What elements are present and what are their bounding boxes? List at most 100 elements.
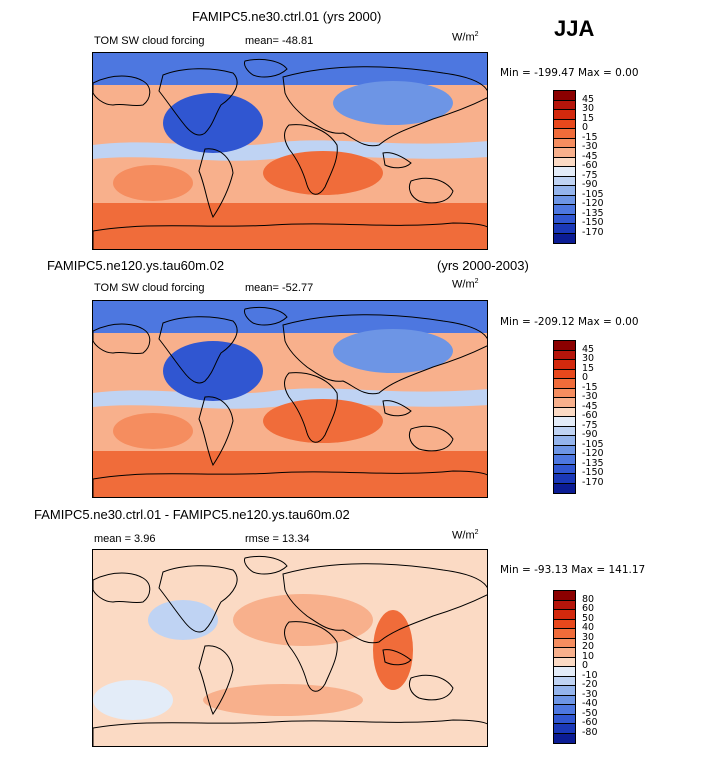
colorbar-level-label: 10 (582, 650, 595, 662)
colorbar-level-label: -10 (582, 669, 598, 681)
colorbar-cell (554, 733, 575, 743)
colorbar-cell (554, 426, 575, 436)
colorbar-level-label: -105 (582, 438, 604, 450)
colorbar-level-label: -60 (582, 410, 598, 421)
colorbar-cell (554, 686, 575, 696)
colorbar-level-label: -150 (582, 467, 604, 478)
colorbar-level-label: -60 (582, 160, 598, 171)
colorbar-cell (554, 657, 575, 667)
colorbar-level-label: 45 (582, 93, 595, 105)
colorbar-level-label: -90 (582, 429, 598, 440)
colorbar-cell (554, 138, 575, 148)
panel2-title: FAMIPC5.ne120.ys.tau60m.02 (47, 258, 225, 273)
colorbar-level-label: 20 (582, 641, 595, 652)
colorbar-cell (554, 417, 575, 427)
colorbar-level-label: -30 (582, 688, 598, 700)
colorbar-level-label: 50 (582, 612, 595, 624)
colorbar-cell (554, 110, 575, 120)
colorbar-level-label: -75 (582, 169, 598, 181)
colorbar-level-label: -75 (582, 419, 598, 431)
colorbar-cell (554, 474, 575, 484)
colorbar-level-label: 0 (582, 660, 589, 671)
colorbar-level-label: 30 (582, 103, 595, 114)
colorbar-level-label: 80 (582, 593, 595, 605)
colorbar-level-label: -170 (582, 476, 604, 488)
colorbar-level-label: -90 (582, 179, 598, 190)
panel1-title: FAMIPC5.ne30.ctrl.01 (yrs 2000) (192, 9, 382, 24)
colorbar-level-label: 0 (582, 372, 589, 383)
colorbar-cell (554, 148, 575, 158)
colorbar-cell (554, 714, 575, 724)
colorbar-level-label: 45 (582, 343, 595, 355)
colorbar-cell (554, 724, 575, 734)
colorbar-level-label: 0 (582, 122, 589, 133)
season-label: JJA (554, 16, 595, 41)
colorbar-cell (554, 360, 575, 370)
colorbar-cell (554, 119, 575, 129)
colorbar-cell (554, 205, 575, 215)
colorbar-level-label: -80 (582, 726, 598, 738)
colorbar-level-label: 60 (582, 603, 595, 614)
colorbar-level-label: -15 (582, 131, 598, 143)
panel2-map (92, 300, 488, 498)
colorbar-cell (554, 176, 575, 186)
panel2-mean: mean= -52.77 (245, 282, 314, 294)
panel2-colorbar (553, 340, 576, 494)
colorbar-level-label: -120 (582, 448, 604, 459)
panel2-units: W/m2 (452, 278, 479, 291)
colorbar-cell (554, 157, 575, 167)
colorbar-cell (554, 398, 575, 408)
colorbar-cell (554, 379, 575, 389)
panel1-colorbar (553, 90, 576, 244)
colorbar-cell (554, 629, 575, 639)
colorbar-cell (554, 186, 575, 196)
colorbar-cell (554, 129, 575, 139)
colorbar-cell (554, 648, 575, 658)
colorbar-cell (554, 167, 575, 177)
panel3-minmax: Min = -93.13 Max = 141.17 (500, 564, 646, 576)
panel3-rmse: rmse = 13.34 (245, 533, 310, 545)
colorbar-cell (554, 445, 575, 455)
panel2-variable: TOM SW cloud forcing (94, 282, 205, 294)
colorbar-cell (554, 195, 575, 205)
colorbar-level-label: -170 (582, 226, 604, 238)
colorbar-level-label: 15 (582, 362, 595, 374)
panel2-minmax: Min = -209.12 Max = 0.00 (500, 316, 639, 328)
colorbar-level-label: -40 (582, 698, 598, 709)
panel3-units: W/m2 (452, 529, 479, 542)
colorbar-level-label: -105 (582, 188, 604, 200)
colorbar-level-label: -120 (582, 198, 604, 209)
colorbar-level-label: -30 (582, 391, 598, 402)
panel3-mean: mean = 3.96 (94, 533, 156, 545)
colorbar-level-label: -60 (582, 717, 598, 728)
panel1-minmax: Min = -199.47 Max = 0.00 (500, 67, 639, 79)
colorbar-cell (554, 464, 575, 474)
colorbar-cell (554, 638, 575, 648)
panel3-map (92, 549, 488, 747)
colorbar-level-label: -50 (582, 707, 598, 719)
panel1-units: W/m2 (452, 31, 479, 44)
colorbar-cell (554, 695, 575, 705)
panel1-mean: mean= -48.81 (245, 35, 314, 47)
colorbar-level-label: -135 (582, 457, 604, 469)
colorbar-cell (554, 436, 575, 446)
colorbar-level-label: -20 (582, 679, 598, 690)
colorbar-cell (554, 341, 575, 351)
colorbar-cell (554, 455, 575, 465)
colorbar-cell (554, 705, 575, 715)
colorbar-cell (554, 667, 575, 677)
colorbar-level-label: 40 (582, 622, 595, 633)
panel3-colorbar (553, 590, 576, 744)
panel1-map (92, 52, 488, 250)
colorbar-cell (554, 233, 575, 243)
colorbar-cell (554, 610, 575, 620)
colorbar-level-label: 30 (582, 353, 595, 364)
colorbar-level-label: -150 (582, 217, 604, 228)
colorbar-cell (554, 100, 575, 110)
colorbar-cell (554, 483, 575, 493)
colorbar-level-label: -45 (582, 150, 598, 162)
colorbar-cell (554, 91, 575, 101)
colorbar-cell (554, 407, 575, 417)
colorbar-cell (554, 224, 575, 234)
colorbar-level-label: -30 (582, 141, 598, 152)
